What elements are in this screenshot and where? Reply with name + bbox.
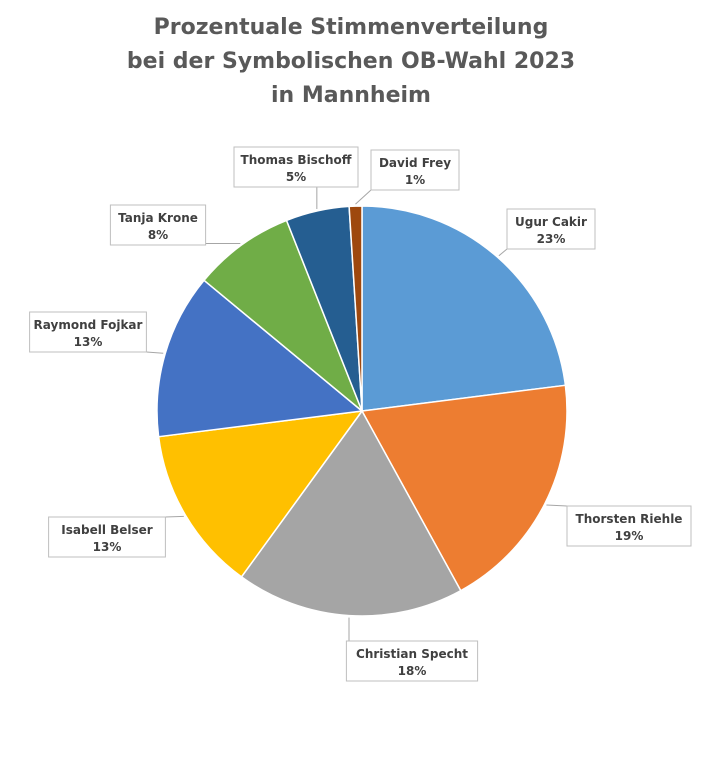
pie-slice-christian-specht: [240, 409, 462, 617]
data-label-value-david-frey: 1%: [405, 173, 425, 187]
pie-slice-tanja-krone: [202, 219, 363, 412]
pie-slice-thorsten-riehle: [360, 384, 568, 592]
pie-slice-isabell-belser: [157, 410, 364, 578]
data-label-value-isabell-belser: 13%: [93, 540, 122, 554]
data-label-value-christian-specht: 18%: [398, 664, 427, 678]
pie-slice-david-frey: [348, 205, 363, 412]
leader-line-isabell-belser: [165, 515, 184, 518]
chart-title-line-1: Prozentuale Stimmenverteilung: [154, 15, 549, 40]
data-label-box-thomas-bischoff: [233, 146, 359, 188]
data-labels: Ugur Cakir 23% Thorsten Riehle 19% Christian…: [29, 146, 692, 682]
data-label-value-thorsten-riehle: 19%: [615, 529, 644, 543]
data-label-name-christian-specht: Christian Specht: [356, 647, 468, 661]
data-label-name-ugur-cakir: Ugur Cakir: [515, 215, 587, 229]
data-label-name-isabell-belser: Isabell Belser: [61, 523, 153, 537]
data-label-box-thorsten-riehle: [566, 505, 692, 547]
data-label-box-ugur-cakir: [506, 208, 596, 250]
data-label-box-christian-specht: [345, 640, 479, 682]
data-label-name-thorsten-riehle: Thorsten Riehle: [576, 512, 683, 526]
data-label-box-isabell-belser: [48, 516, 166, 558]
data-label-value-ugur-cakir: 23%: [537, 232, 566, 246]
chart-title-line-3: in Mannheim: [271, 83, 431, 108]
leader-line-ugur-cakir: [498, 248, 508, 257]
data-label-box-david-frey: [370, 149, 460, 191]
data-label-box-tanja-krone: [109, 204, 207, 246]
data-label-name-tanja-krone: Tanja Krone: [118, 211, 198, 225]
data-label-name-david-frey: David Frey: [379, 156, 451, 170]
pie-slice-ugur-cakir: [361, 205, 567, 412]
data-label-value-raymond-fojkar: 13%: [74, 335, 103, 349]
pie-slice-raymond-fojkar: [156, 279, 364, 438]
leader-line-thorsten-riehle: [546, 504, 568, 507]
leader-line-david-frey: [355, 189, 372, 205]
data-label-value-tanja-krone: 8%: [148, 228, 168, 242]
pie-slices: [156, 205, 568, 617]
data-label-name-raymond-fojkar: Raymond Fojkar: [34, 318, 143, 332]
leader-line-raymond-fojkar: [146, 351, 164, 354]
data-label-value-thomas-bischoff: 5%: [286, 170, 306, 184]
chart-title-line-2: bei der Symbolischen OB-Wahl 2023: [127, 49, 575, 74]
data-label-box-raymond-fojkar: [29, 311, 147, 353]
data-label-name-thomas-bischoff: Thomas Bischoff: [241, 153, 352, 167]
